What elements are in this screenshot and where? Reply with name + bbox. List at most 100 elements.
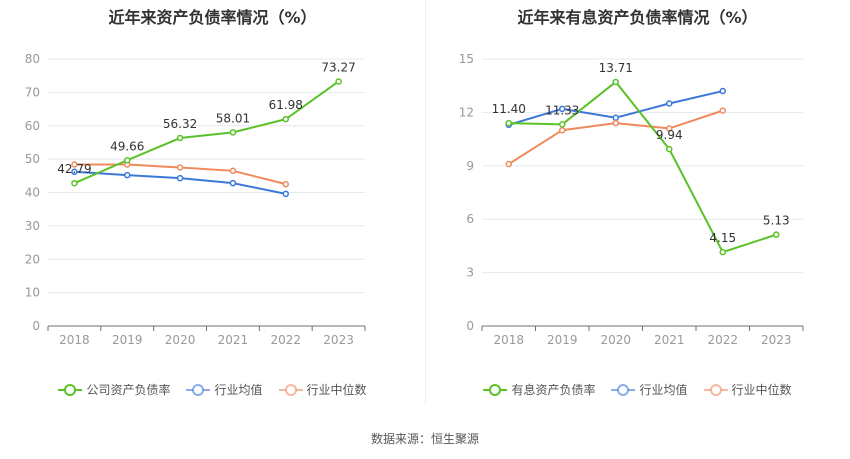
legend-label: 公司资产负债率: [86, 383, 171, 397]
data-point-median: [282, 180, 289, 188]
chart-legend: 公司资产负债率 行业均值 行业中位数: [0, 381, 425, 398]
legend-swatch-icon: [483, 383, 508, 396]
y-tick-label: 3: [466, 266, 474, 280]
data-label: 4.15: [709, 231, 736, 245]
y-tick-label: 15: [459, 52, 474, 66]
legend-label: 行业均值: [639, 383, 688, 397]
data-point-avg: [71, 168, 78, 176]
legend-item-company[interactable]: 有息资产负债率: [483, 381, 595, 398]
x-tick-label: 2019: [112, 333, 143, 347]
data-point-median: [176, 164, 184, 171]
data-label: 56.32: [163, 117, 197, 131]
legend-item-median[interactable]: 行业中位数: [278, 381, 367, 398]
data-point-company: [666, 145, 673, 153]
x-tick-label: 2022: [707, 333, 738, 347]
panel-divider: [425, 0, 426, 405]
chart-plot-interest-debt-ratio: 0 3 6 9 12 15 2018 2019 2020 2021 2022 2023 11.40 11.…: [459, 52, 804, 347]
legend-label: 行业中位数: [731, 383, 792, 397]
y-tick-label: 60: [25, 119, 40, 133]
y-tick-label: 30: [25, 219, 40, 233]
data-point-company: [71, 179, 78, 187]
y-tick-label: 80: [25, 52, 40, 66]
legend-swatch-marker: [489, 383, 502, 396]
chart-title: 近年来有息资产负债率情况（%）: [517, 8, 758, 27]
legend-swatch-marker: [284, 383, 297, 396]
legend-swatch-marker: [617, 383, 630, 396]
x-tick-label: 2022: [270, 333, 301, 347]
data-label: 58.01: [216, 111, 250, 125]
y-tick-label: 40: [25, 186, 40, 200]
series-line-company: [508, 80, 777, 254]
legend-swatch-marker: [709, 383, 722, 396]
series-line-company: [74, 80, 340, 185]
x-tick-label: 2020: [600, 333, 631, 347]
data-point-company: [335, 78, 342, 85]
legend-swatch-marker: [192, 383, 205, 396]
data-label: 9.94: [656, 128, 683, 142]
chart-legend: 有息资产负债率 行业均值 行业中位数: [425, 381, 850, 398]
data-label: 11.33: [545, 103, 579, 117]
data-label: 49.66: [110, 139, 144, 153]
legend-swatch-marker: [64, 383, 77, 396]
chart-plot-debt-ratio: 0 10 20 30 40 50 60 70 80 2018 2019 2020 2021 2022 202…: [25, 52, 366, 347]
x-tick-label: 2021: [654, 333, 685, 347]
x-tick-label: 2023: [323, 333, 354, 347]
data-point-company: [124, 157, 131, 164]
chart-title: 近年来资产负债率情况（%）: [108, 8, 317, 27]
legend-swatch-icon: [611, 383, 636, 396]
x-tick-label: 2020: [165, 333, 196, 347]
data-point-median: [559, 126, 566, 134]
legend-label: 行业中位数: [306, 383, 367, 397]
legend-item-company[interactable]: 公司资产负债率: [58, 381, 170, 398]
data-point-company: [612, 78, 619, 86]
data-label: 11.40: [492, 102, 526, 116]
legend-swatch-icon: [58, 383, 83, 396]
legend-item-avg[interactable]: 行业均值: [186, 381, 263, 398]
data-label: 61.98: [269, 98, 303, 112]
y-tick-label: 0: [466, 319, 474, 333]
data-label: 5.13: [763, 214, 790, 228]
data-point-avg: [124, 171, 131, 179]
y-tick-label: 6: [466, 212, 474, 226]
data-point-median: [719, 107, 726, 114]
data-point-avg: [559, 105, 566, 113]
x-tick-label: 2021: [218, 333, 249, 347]
legend-label: 行业均值: [214, 383, 263, 397]
x-tick-label: 2018: [493, 333, 524, 347]
data-point-avg: [666, 100, 673, 107]
data-point-company: [559, 121, 566, 128]
y-tick-label: 20: [25, 252, 40, 266]
data-point-company: [773, 231, 780, 238]
data-point-avg: [612, 114, 619, 121]
data-point-company: [176, 134, 184, 142]
data-point-median: [666, 125, 673, 132]
data-label: 13.71: [599, 61, 633, 75]
legend-swatch-icon: [186, 383, 211, 396]
data-point-company: [229, 129, 237, 136]
data-label: 73.27: [321, 60, 355, 74]
data-point-company: [282, 115, 289, 123]
data-point-median: [505, 160, 512, 168]
data-point-company: [505, 119, 512, 127]
data-source-note: 数据来源：恒生聚源: [370, 432, 479, 446]
data-point-avg: [176, 174, 184, 182]
y-tick-label: 0: [32, 319, 40, 333]
data-point-median: [229, 167, 237, 175]
y-tick-label: 9: [466, 159, 474, 173]
data-point-avg: [719, 87, 726, 95]
data-point-median: [612, 119, 619, 127]
legend-swatch-icon: [703, 383, 728, 396]
y-tick-label: 12: [459, 105, 474, 119]
data-point-avg: [282, 190, 289, 198]
legend-label: 有息资产负债率: [511, 383, 596, 397]
legend-item-median[interactable]: 行业中位数: [703, 381, 792, 398]
x-tick-label: 2019: [547, 333, 578, 347]
data-point-median: [71, 161, 78, 168]
x-tick-label: 2018: [59, 333, 90, 347]
legend-swatch-icon: [278, 383, 303, 396]
chart-panel-interest-debt-ratio: 近年来有息资产负债率情况（%） 0 3 6 9 12 15 2018 2019 2020 2021…: [425, 0, 850, 410]
x-tick-label: 2023: [761, 333, 792, 347]
data-label: 42.79: [57, 162, 91, 176]
data-point-company: [719, 248, 726, 256]
legend-item-avg[interactable]: 行业均值: [611, 381, 688, 398]
